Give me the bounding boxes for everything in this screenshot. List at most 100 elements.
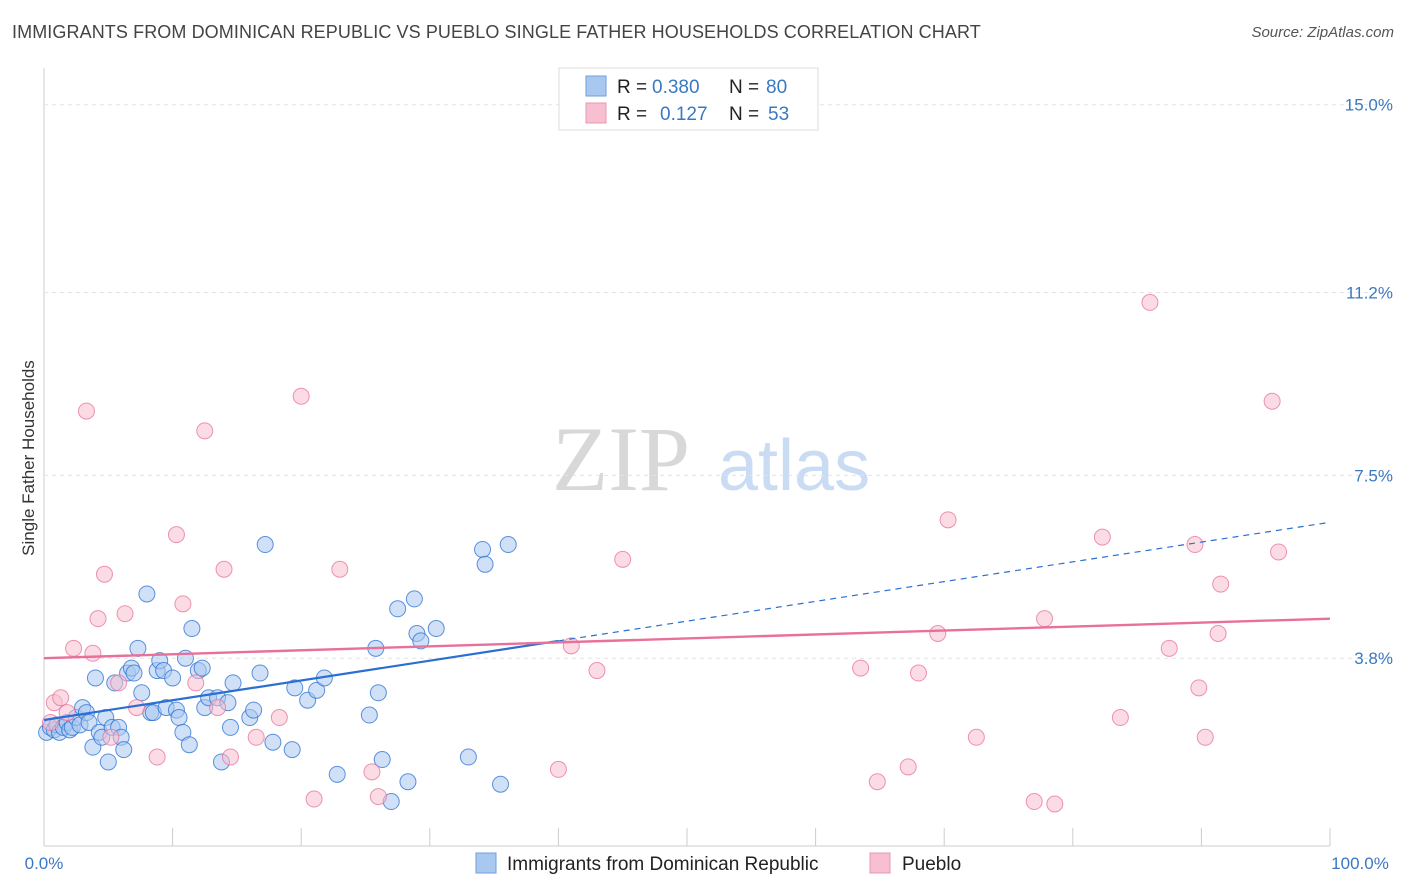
dominican-point bbox=[474, 540, 492, 558]
pueblo-point bbox=[84, 644, 102, 662]
pueblo-point bbox=[77, 402, 95, 420]
dominican-point bbox=[170, 709, 188, 727]
pueblo-point bbox=[196, 422, 214, 440]
pueblo-point bbox=[562, 637, 580, 655]
legend-r-label-2: R = bbox=[617, 104, 647, 125]
pueblo-point bbox=[1046, 795, 1064, 813]
dominican-point bbox=[492, 775, 510, 793]
watermark-atlas: atlas bbox=[718, 426, 870, 506]
dominican-point bbox=[412, 632, 430, 650]
y-tick-label: 3.8% bbox=[1354, 649, 1393, 668]
bottom-legend-swatch-pink bbox=[869, 852, 891, 874]
dominican-point bbox=[224, 674, 242, 692]
pueblo-point bbox=[52, 689, 70, 707]
dominican-point bbox=[125, 664, 143, 682]
pueblo-point bbox=[221, 748, 239, 766]
pueblo-point bbox=[1196, 728, 1214, 746]
pueblo-point bbox=[65, 639, 83, 657]
pueblo-point bbox=[305, 790, 323, 808]
pueblo-point bbox=[187, 674, 205, 692]
dominican-point bbox=[86, 669, 104, 687]
y-tick-label: 11.2% bbox=[1346, 284, 1393, 303]
dominican-point bbox=[389, 600, 407, 618]
gridlines bbox=[44, 104, 1390, 659]
pueblo-point bbox=[588, 662, 606, 680]
dominican-point bbox=[373, 751, 391, 769]
pueblo-point bbox=[899, 758, 917, 776]
chart-title: IMMIGRANTS FROM DOMINICAN REPUBLIC VS PU… bbox=[12, 22, 981, 42]
dominican-point bbox=[129, 639, 147, 657]
x-tick-label-min: 0.0% bbox=[25, 854, 64, 873]
pueblo-point bbox=[174, 595, 192, 613]
x-tick-label-max: 100.0% bbox=[1331, 854, 1389, 873]
dominican-point bbox=[115, 741, 133, 759]
y-tick-label: 7.5% bbox=[1354, 466, 1393, 485]
watermark: ZIP atlas bbox=[552, 408, 870, 510]
dominican-point bbox=[183, 620, 201, 638]
series-legend: Immigrants from Dominican Republic Puebl… bbox=[475, 852, 961, 875]
pueblo-point bbox=[331, 560, 349, 578]
pueblo-point bbox=[549, 760, 567, 778]
pueblo-point bbox=[909, 664, 927, 682]
pueblo-point bbox=[209, 699, 227, 717]
pueblo-point bbox=[852, 659, 870, 677]
dominican-point bbox=[499, 536, 517, 554]
pueblo-point bbox=[41, 713, 59, 731]
trendlines bbox=[43, 521, 1331, 722]
pueblo-point bbox=[1186, 536, 1204, 554]
legend-n-value-1: 80 bbox=[766, 77, 787, 98]
pueblo-point bbox=[614, 550, 632, 568]
y-tick-labels: 3.8% 7.5% 11.2% 15.0% bbox=[1345, 96, 1393, 668]
trendline-dominican-extension bbox=[558, 521, 1331, 642]
legend-r-value-1: 0.380 bbox=[652, 77, 700, 98]
pueblo-point bbox=[1093, 528, 1111, 546]
dominican-point bbox=[369, 684, 387, 702]
pueblo-point bbox=[1190, 679, 1208, 697]
dominican-point bbox=[256, 536, 274, 554]
dominican-point bbox=[99, 753, 117, 771]
dominican-point bbox=[180, 736, 198, 754]
dominican-point bbox=[245, 701, 263, 719]
pueblo-point bbox=[1209, 624, 1227, 642]
dominican-point bbox=[427, 620, 445, 638]
pueblo-point bbox=[1025, 793, 1043, 811]
legend-r-value-2: 0.127 bbox=[660, 104, 708, 125]
dominican-point bbox=[399, 773, 417, 791]
legend-n-label-1: N = bbox=[729, 77, 759, 98]
pueblo-point bbox=[148, 748, 166, 766]
pueblo-point bbox=[102, 728, 120, 746]
pueblo-point bbox=[868, 773, 886, 791]
dominican-point bbox=[476, 555, 494, 573]
pueblo-point bbox=[116, 605, 134, 623]
dominican-point bbox=[193, 659, 211, 677]
dominican-point bbox=[221, 718, 239, 736]
pueblo-point bbox=[939, 511, 957, 529]
dominican-point bbox=[164, 669, 182, 687]
y-axis-title: Single Father Households bbox=[19, 360, 38, 556]
y-tick-label: 15.0% bbox=[1345, 96, 1393, 115]
trendline-pueblo bbox=[43, 617, 1331, 660]
pueblo-point bbox=[1270, 543, 1288, 561]
source-label: Source: ZipAtlas.com bbox=[1251, 24, 1394, 41]
legend-n-label-2: N = bbox=[729, 104, 759, 125]
trendline-dominican bbox=[43, 639, 559, 722]
pueblo-point bbox=[1141, 293, 1159, 311]
pueblo-point bbox=[95, 565, 113, 583]
pueblo-point bbox=[1212, 575, 1230, 593]
dominican-point bbox=[360, 706, 378, 724]
correlation-legend: R = 0.380 N = 80 R = 0.127 N = 53 bbox=[558, 67, 819, 131]
series-dominican-points bbox=[38, 536, 517, 811]
dominican-point bbox=[405, 590, 423, 608]
pueblo-point bbox=[270, 709, 288, 727]
pueblo-point bbox=[247, 728, 265, 746]
watermark-zip: ZIP bbox=[552, 408, 690, 510]
dominican-point bbox=[283, 741, 301, 759]
dominican-point bbox=[459, 748, 477, 766]
pueblo-point bbox=[1036, 610, 1054, 628]
dominican-point bbox=[264, 733, 282, 751]
pueblo-point bbox=[1160, 639, 1178, 657]
legend-n-value-2: 53 bbox=[768, 104, 789, 125]
dominican-point bbox=[286, 679, 304, 697]
dominican-point bbox=[308, 681, 326, 699]
